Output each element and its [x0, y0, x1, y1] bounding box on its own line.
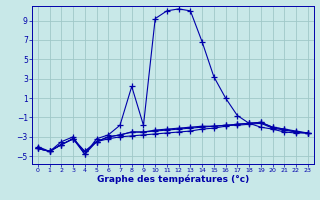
X-axis label: Graphe des températures (°c): Graphe des températures (°c)	[97, 175, 249, 184]
